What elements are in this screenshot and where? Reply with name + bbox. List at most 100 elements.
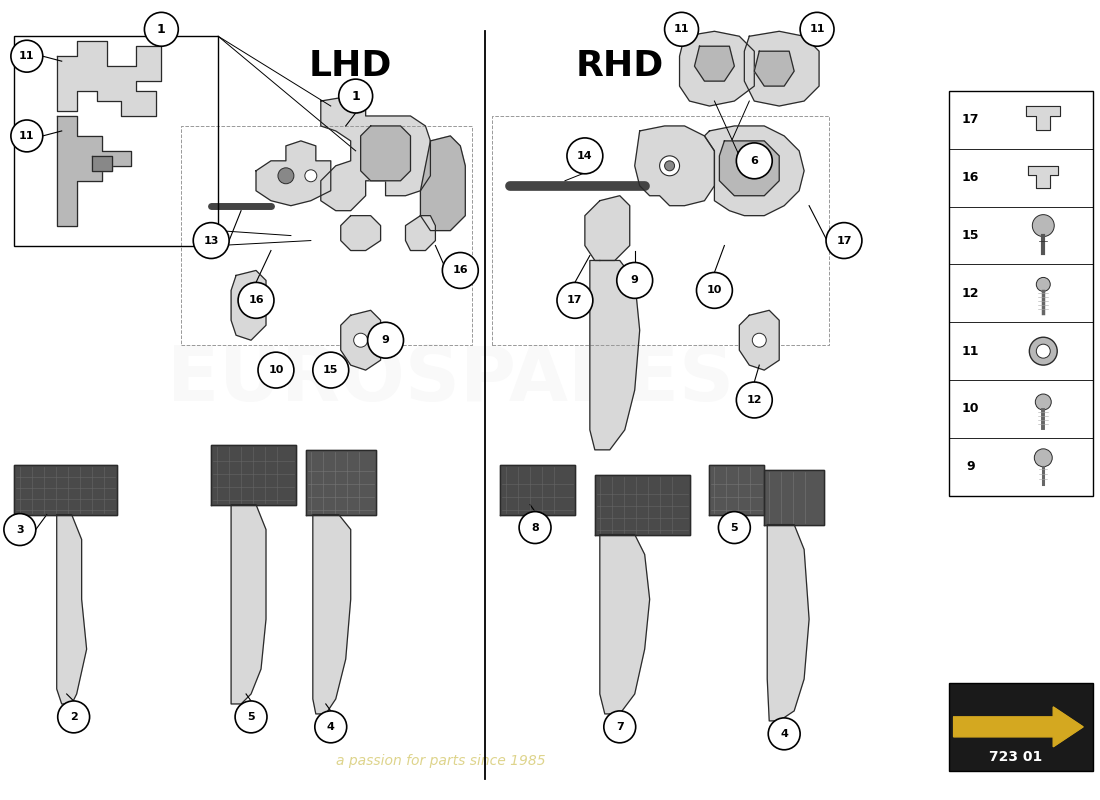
- Circle shape: [736, 143, 772, 178]
- Polygon shape: [500, 465, 575, 514]
- Text: 11: 11: [810, 24, 825, 34]
- Text: 16: 16: [249, 295, 264, 306]
- Polygon shape: [710, 465, 764, 514]
- Text: 17: 17: [568, 295, 583, 306]
- Polygon shape: [954, 707, 1084, 746]
- Circle shape: [1036, 278, 1050, 291]
- Text: LHD: LHD: [309, 49, 393, 83]
- Circle shape: [194, 222, 229, 258]
- Polygon shape: [635, 126, 714, 206]
- Text: 16: 16: [452, 266, 469, 275]
- Polygon shape: [57, 514, 87, 704]
- Circle shape: [144, 12, 178, 46]
- Text: 11: 11: [19, 51, 34, 61]
- Polygon shape: [680, 31, 755, 106]
- Polygon shape: [341, 216, 381, 250]
- Polygon shape: [1028, 166, 1058, 188]
- Polygon shape: [231, 270, 266, 340]
- Polygon shape: [312, 514, 351, 714]
- Circle shape: [519, 512, 551, 543]
- Text: 10: 10: [961, 402, 979, 415]
- Circle shape: [604, 711, 636, 743]
- Circle shape: [11, 120, 43, 152]
- Polygon shape: [1026, 106, 1060, 130]
- Text: 1: 1: [351, 90, 360, 102]
- Circle shape: [736, 382, 772, 418]
- Text: EUROSPARES: EUROSPARES: [167, 343, 734, 417]
- Circle shape: [278, 168, 294, 184]
- Circle shape: [664, 12, 698, 46]
- Circle shape: [231, 141, 729, 639]
- Text: 14: 14: [578, 151, 593, 161]
- Circle shape: [1034, 449, 1053, 466]
- Polygon shape: [14, 465, 117, 514]
- Polygon shape: [767, 525, 810, 721]
- Polygon shape: [406, 216, 436, 250]
- Circle shape: [1036, 344, 1050, 358]
- Text: 723 01: 723 01: [989, 750, 1042, 764]
- Circle shape: [354, 334, 367, 347]
- Text: 7: 7: [616, 722, 624, 732]
- Circle shape: [339, 79, 373, 113]
- Circle shape: [367, 322, 404, 358]
- Circle shape: [1032, 214, 1054, 237]
- Circle shape: [718, 512, 750, 543]
- Circle shape: [696, 273, 733, 308]
- Polygon shape: [719, 141, 779, 196]
- Text: 9: 9: [382, 335, 389, 346]
- Text: 8: 8: [531, 522, 539, 533]
- Circle shape: [752, 334, 767, 347]
- Text: a passion for parts since 1985: a passion for parts since 1985: [336, 754, 546, 768]
- Circle shape: [566, 138, 603, 174]
- Text: 11: 11: [19, 131, 34, 141]
- Polygon shape: [745, 31, 820, 106]
- Polygon shape: [420, 136, 465, 230]
- Polygon shape: [57, 116, 132, 226]
- Text: 12: 12: [747, 395, 762, 405]
- Polygon shape: [361, 126, 410, 181]
- Text: 5: 5: [248, 712, 255, 722]
- Polygon shape: [321, 96, 430, 210]
- Circle shape: [235, 701, 267, 733]
- Polygon shape: [755, 51, 794, 86]
- Circle shape: [557, 282, 593, 318]
- Text: 17: 17: [836, 235, 851, 246]
- Text: 9: 9: [966, 460, 975, 474]
- Text: 11: 11: [961, 345, 979, 358]
- Text: 1: 1: [157, 22, 166, 36]
- Polygon shape: [585, 196, 629, 261]
- Bar: [14, 36, 218, 246]
- Text: 2: 2: [69, 712, 77, 722]
- Text: 4: 4: [780, 729, 788, 739]
- Bar: [948, 683, 1093, 770]
- Bar: [948, 91, 1093, 496]
- Polygon shape: [341, 310, 381, 370]
- Circle shape: [617, 262, 652, 298]
- Polygon shape: [595, 474, 690, 534]
- Polygon shape: [704, 126, 804, 216]
- Circle shape: [305, 170, 317, 182]
- Circle shape: [660, 156, 680, 176]
- Text: 4: 4: [327, 722, 334, 732]
- Circle shape: [442, 253, 478, 288]
- Text: 10: 10: [268, 365, 284, 375]
- Polygon shape: [57, 42, 162, 116]
- Text: 6: 6: [750, 156, 758, 166]
- Circle shape: [312, 352, 349, 388]
- Text: 3: 3: [16, 525, 24, 534]
- Circle shape: [11, 40, 43, 72]
- Text: 17: 17: [961, 114, 979, 126]
- Circle shape: [57, 701, 89, 733]
- Circle shape: [1035, 394, 1052, 410]
- Circle shape: [315, 711, 346, 743]
- Text: 5: 5: [730, 522, 738, 533]
- Text: 11: 11: [674, 24, 690, 34]
- Text: 15: 15: [961, 229, 979, 242]
- Polygon shape: [600, 534, 650, 714]
- Polygon shape: [256, 141, 331, 206]
- Circle shape: [826, 222, 862, 258]
- Circle shape: [664, 161, 674, 170]
- Text: 10: 10: [706, 286, 722, 295]
- Circle shape: [1030, 338, 1057, 365]
- Polygon shape: [231, 505, 266, 704]
